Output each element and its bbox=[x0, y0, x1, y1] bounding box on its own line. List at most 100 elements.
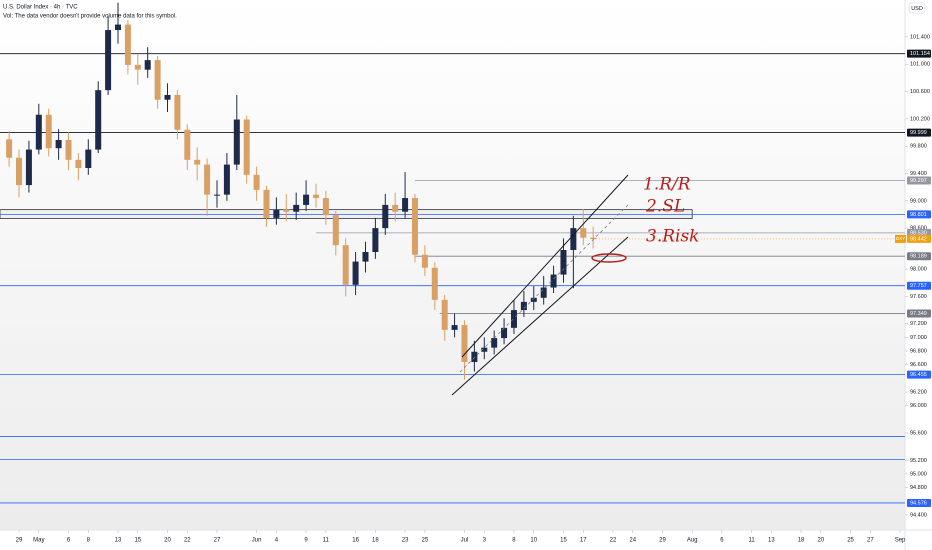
x-tick-label: 23 bbox=[402, 538, 409, 544]
candle-body bbox=[184, 129, 191, 160]
level-badge bbox=[907, 252, 931, 261]
x-tick-label: 29 bbox=[659, 538, 666, 544]
candle-body bbox=[253, 174, 260, 190]
candle-body bbox=[520, 301, 527, 311]
level-badge bbox=[907, 309, 931, 318]
y-tick-label: 96.000 bbox=[910, 403, 927, 409]
candle-body bbox=[273, 209, 280, 218]
candle-body bbox=[75, 159, 82, 169]
candle-body bbox=[550, 274, 557, 288]
candle-body bbox=[204, 164, 211, 195]
level-badge-label: 97.349 bbox=[910, 311, 927, 317]
candle-body bbox=[481, 347, 488, 352]
candle-body bbox=[382, 204, 389, 229]
currency-box[interactable] bbox=[908, 2, 926, 14]
candle-body bbox=[65, 140, 72, 160]
currency[interactable]: USD bbox=[911, 6, 923, 12]
candle-body bbox=[213, 194, 220, 196]
candle-body bbox=[55, 140, 62, 149]
level-badge bbox=[907, 228, 931, 237]
x-tick-label: 15 bbox=[134, 538, 141, 544]
level-badge-label: 96.455 bbox=[910, 372, 927, 378]
candle-body bbox=[530, 297, 537, 302]
chart-title: U.S. Dollar Index · 4h · TVC bbox=[3, 5, 78, 11]
x-tick-label: 25 bbox=[847, 538, 854, 544]
level-badge bbox=[907, 281, 931, 290]
x-tick-label: 25 bbox=[422, 538, 429, 544]
candle-body bbox=[491, 338, 498, 348]
candle-body bbox=[332, 215, 339, 246]
y-tick-label: 96.600 bbox=[910, 362, 927, 368]
x-tick-label: 10 bbox=[530, 538, 537, 544]
level-badge bbox=[907, 370, 931, 379]
level-badge bbox=[907, 176, 931, 185]
time-axis bbox=[0, 530, 905, 550]
candle-body bbox=[342, 245, 349, 285]
y-tick-label: 95.600 bbox=[910, 430, 927, 436]
x-tick-label: 9 bbox=[304, 538, 308, 544]
x-tick-label: 6 bbox=[720, 538, 724, 544]
x-tick-label: Jul bbox=[461, 538, 469, 544]
level-badge-label: 97.757 bbox=[910, 283, 927, 289]
candle-body bbox=[293, 204, 300, 212]
candle-body bbox=[560, 249, 567, 275]
level-badge-label: 101.154 bbox=[910, 51, 930, 57]
x-tick-label: 24 bbox=[629, 538, 636, 544]
pane bbox=[0, 0, 905, 530]
x-tick-label: 4 bbox=[275, 538, 279, 544]
x-tick-label: 11 bbox=[323, 538, 330, 544]
candle-body bbox=[352, 261, 359, 285]
candle-body bbox=[283, 209, 290, 212]
y-tick-label: 95.200 bbox=[910, 458, 927, 464]
y-tick-label: 100.600 bbox=[910, 89, 930, 95]
candle-body bbox=[421, 254, 428, 268]
candle-body bbox=[461, 325, 468, 362]
annotation: 3.Risk bbox=[646, 227, 699, 247]
x-tick-label: 16 bbox=[352, 538, 359, 544]
x-tick-label: 18 bbox=[372, 538, 379, 544]
price-axis bbox=[905, 0, 932, 550]
symbol-badge bbox=[895, 234, 906, 243]
candle-body bbox=[540, 287, 547, 298]
candle-body bbox=[174, 94, 181, 130]
candle-body bbox=[35, 114, 42, 150]
candle-body bbox=[372, 228, 379, 253]
x-tick-label: 20 bbox=[818, 538, 825, 544]
level-badge bbox=[907, 49, 931, 58]
candle-body bbox=[223, 164, 230, 195]
candle-body bbox=[6, 139, 13, 158]
x-tick-label: Jun bbox=[252, 538, 262, 544]
candle-body bbox=[471, 351, 478, 362]
level-badge-label: 98.801 bbox=[910, 212, 927, 218]
y-tick-label: 98.600 bbox=[910, 226, 927, 232]
candle-body bbox=[402, 198, 409, 212]
x-tick-label: 11 bbox=[748, 538, 755, 544]
annotation: 1.R/R bbox=[643, 175, 691, 195]
candle-body bbox=[194, 159, 201, 165]
y-tick-label: 97.200 bbox=[910, 321, 927, 327]
candle-body bbox=[431, 267, 438, 300]
candle-body bbox=[85, 149, 92, 169]
x-tick-label: 3 bbox=[483, 538, 487, 544]
symbol-label: DXY bbox=[896, 236, 905, 241]
chart-subtitle: Vol: The data vendor doesn't provide vol… bbox=[3, 14, 177, 20]
x-tick-label: 17 bbox=[580, 538, 587, 544]
x-tick-label: 15 bbox=[560, 538, 567, 544]
y-tick-label: 100.200 bbox=[910, 116, 930, 122]
x-tick-label: 13 bbox=[768, 538, 775, 544]
x-tick-label: 22 bbox=[184, 538, 191, 544]
level-badge bbox=[907, 210, 931, 219]
candle-body bbox=[322, 198, 329, 216]
candle-body bbox=[124, 24, 131, 65]
y-tick-label: 97.600 bbox=[910, 294, 927, 300]
y-tick-label: 98.000 bbox=[910, 267, 927, 273]
candle-body bbox=[233, 119, 240, 165]
candle-body bbox=[392, 204, 399, 212]
x-tick-label: 6 bbox=[67, 538, 71, 544]
candle-body bbox=[45, 114, 52, 149]
candle-body bbox=[580, 228, 587, 238]
level-badge-label: 98.530 bbox=[910, 230, 927, 236]
candle-body bbox=[243, 119, 250, 175]
x-tick-label: 27 bbox=[867, 538, 874, 544]
